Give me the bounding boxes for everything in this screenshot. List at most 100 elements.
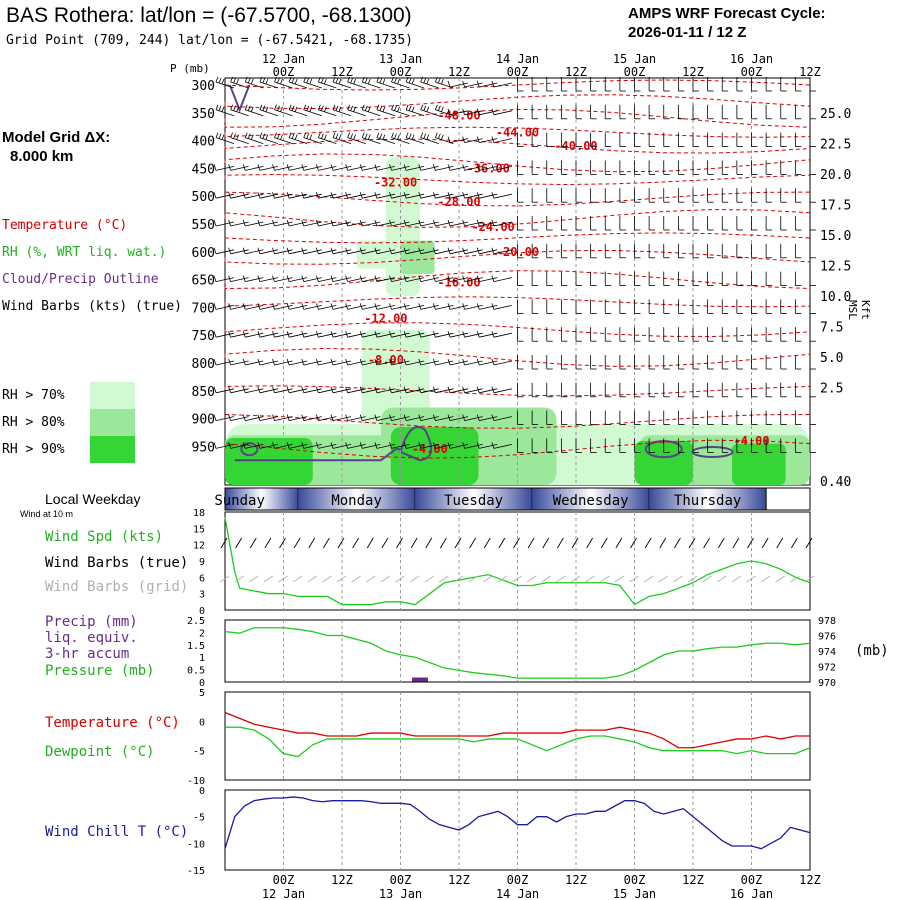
wind-barb (462, 331, 483, 338)
pressure-unit-label: (mb) (855, 643, 889, 659)
wind-chill-tick-label: -5 (193, 813, 205, 824)
wind-barb (575, 104, 582, 120)
wind-barb (780, 188, 787, 203)
wind-barb-grid (687, 575, 698, 583)
wind-barb (462, 275, 483, 282)
wind-barb-grid (731, 575, 742, 583)
wind-barb (692, 299, 699, 314)
wind-barb (359, 303, 381, 310)
wind-barb-grid (526, 575, 537, 583)
wind-barb (315, 247, 337, 255)
wind-barb (751, 299, 758, 314)
precip-label-1: Precip (mm) (45, 614, 138, 630)
top-date-label: 12 Jan (262, 52, 305, 66)
wind-barb (721, 299, 729, 314)
wind-barb (809, 410, 816, 426)
legend-precip: Precip (mm) liq. equiv. 3-hr accum (45, 614, 138, 662)
wind-barb (432, 303, 454, 310)
top-hour-label: 12Z (448, 65, 470, 79)
wind-barb (663, 327, 670, 342)
wind-barb (286, 442, 308, 449)
wind-barb (531, 104, 539, 120)
wind-barb (560, 243, 568, 259)
wind-barb (420, 104, 439, 117)
wind-barb (560, 355, 568, 370)
wind-barb (751, 77, 758, 92)
wind-barb (288, 76, 308, 89)
wind-barb (692, 188, 699, 203)
wind-barb (590, 410, 597, 426)
wind-barb (462, 303, 483, 310)
wind-barb (447, 192, 469, 199)
wind-barb-grid (424, 575, 434, 583)
wind-barb (619, 271, 626, 287)
wind-barb (560, 188, 568, 203)
wind-barb (286, 414, 308, 421)
wind-barb-grid (219, 575, 230, 583)
wind-barb (242, 164, 264, 171)
wind-barb (374, 386, 395, 394)
wind-barb (663, 243, 670, 259)
wind-barb (432, 192, 454, 199)
wind-barb (677, 327, 685, 342)
wind-barb (447, 219, 469, 227)
precip-tick-label: 0 (199, 678, 205, 689)
top-hour-label: 12Z (682, 65, 704, 79)
wind-barb (213, 164, 235, 171)
wind-barb (374, 414, 395, 421)
wind-barb-grid (497, 575, 508, 583)
wind-barb (751, 410, 758, 426)
wind-barb (677, 216, 685, 231)
wind-barb (274, 132, 293, 144)
wind-barb (491, 303, 512, 310)
wind-barb (347, 76, 366, 89)
wind-barb (590, 327, 597, 342)
wind-barb (228, 247, 249, 255)
wind-barb (257, 331, 278, 338)
wind-barb (347, 104, 366, 117)
wind-barb (619, 188, 626, 203)
wind-barb (590, 160, 597, 175)
precip-label-2: liq. equiv. (45, 630, 138, 646)
wind-barb (531, 160, 539, 175)
wind-barb (663, 271, 670, 287)
wind-barb (432, 414, 454, 421)
wind-barb (677, 410, 685, 426)
wind-barb (546, 327, 553, 342)
wind-barb (531, 438, 539, 453)
wind-barb (707, 410, 714, 426)
wind-barb (462, 358, 483, 366)
wind-barb (476, 192, 498, 199)
wind-barb (794, 299, 802, 314)
rh70-swatch (90, 382, 135, 409)
wind-barb (546, 382, 553, 398)
wind-barb (590, 243, 597, 259)
wind-barb (809, 132, 816, 148)
wind-barb (634, 410, 641, 426)
wind-barb (707, 327, 714, 342)
wind-barb (604, 104, 612, 120)
wind-barb-true (469, 537, 477, 549)
wind-barb-grid (336, 575, 347, 583)
wind-barb-grid (409, 575, 420, 583)
height-tick-label: 5.0 (820, 351, 843, 366)
wind-barb (286, 192, 308, 199)
wind-barb (736, 216, 743, 231)
wind-barb (809, 188, 816, 203)
wind-barb (244, 104, 264, 117)
wind-barb (345, 219, 366, 227)
wind-barb (345, 275, 366, 282)
wind-barb (590, 382, 597, 398)
wind-barb (432, 247, 454, 255)
wind-barb (765, 327, 773, 342)
wind-barb (303, 104, 322, 117)
wind-barb (361, 132, 381, 144)
wind-barb (765, 243, 773, 259)
bottom-hour-label: 00Z (390, 873, 412, 887)
wind-barb (634, 382, 641, 398)
forecast-cycle: AMPS WRF Forecast Cycle: 2026-01-11 / 12… (628, 4, 826, 42)
wind-barb (301, 386, 322, 394)
wind-barb (403, 275, 425, 282)
temperature-contour (224, 249, 811, 265)
temperature-contour (224, 94, 811, 110)
